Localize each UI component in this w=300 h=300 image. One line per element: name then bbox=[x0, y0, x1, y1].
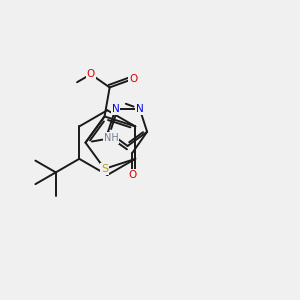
Text: N: N bbox=[112, 104, 119, 114]
Text: O: O bbox=[129, 74, 137, 84]
Text: S: S bbox=[101, 164, 108, 174]
Text: O: O bbox=[87, 69, 95, 79]
Text: N: N bbox=[136, 104, 143, 114]
Text: O: O bbox=[128, 170, 136, 180]
Text: NH: NH bbox=[104, 133, 119, 143]
